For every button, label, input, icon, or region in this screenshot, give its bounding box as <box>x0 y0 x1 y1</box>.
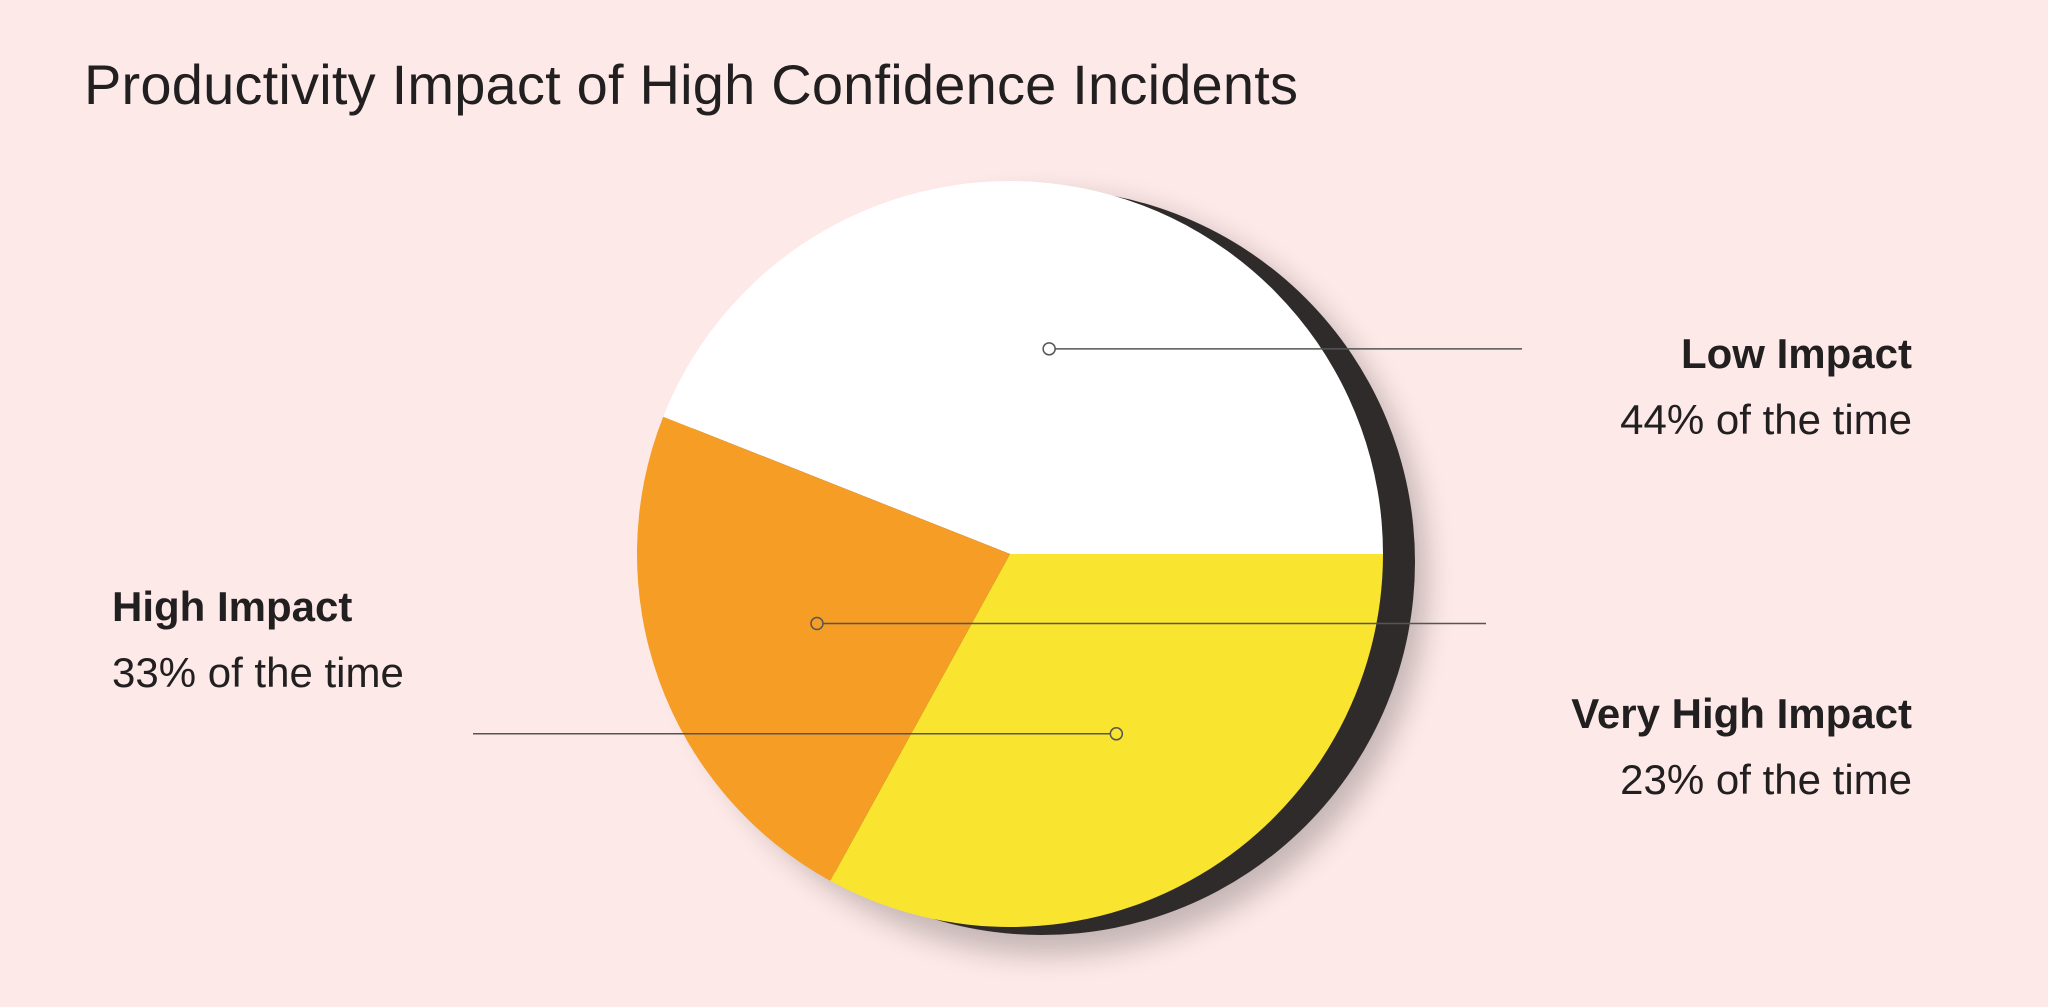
pie-slice-very-high-impact <box>637 416 1010 881</box>
pie-slice-high-impact <box>830 554 1383 927</box>
leader-dot-low-impact <box>1042 342 1056 356</box>
label-high-impact: High Impact 33% of the time <box>112 575 404 707</box>
pie-slice-low-impact <box>663 180 1383 555</box>
slice-caption-high-impact: 33% of the time <box>112 649 404 696</box>
slice-name-high-impact: High Impact <box>112 583 353 630</box>
label-low-impact: Low Impact 44% of the time <box>1620 322 1912 454</box>
leader-dot-very-high-impact <box>810 616 824 631</box>
slice-caption-very-high-impact: 23% of the time <box>1620 756 1912 803</box>
slice-name-low-impact: Low Impact <box>1680 330 1912 377</box>
slice-caption-low-impact: 44% of the time <box>1620 396 1912 443</box>
leader-dot-high-impact <box>1109 727 1124 741</box>
label-very-high-impact: Very High Impact 23% of the time <box>1571 682 1912 814</box>
slice-name-very-high-impact: Very High Impact <box>1571 690 1912 737</box>
chart-title: Productivity Impact of High Confidence I… <box>84 53 1299 116</box>
